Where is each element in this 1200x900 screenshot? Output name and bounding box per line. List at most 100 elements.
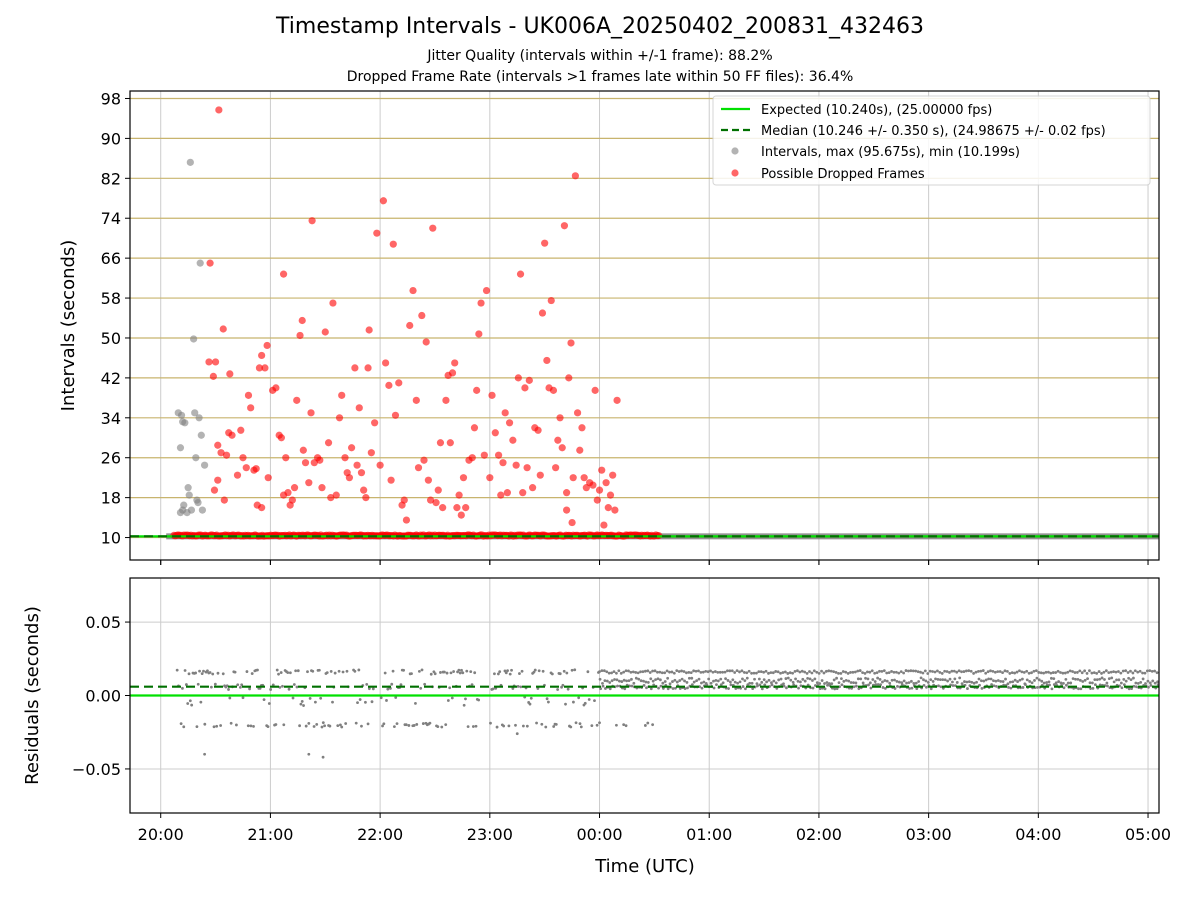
residual-point	[885, 671, 889, 675]
residual-point	[267, 702, 271, 705]
residual-point	[423, 682, 427, 686]
residual-point	[767, 671, 770, 675]
residual-point	[1040, 679, 1044, 683]
residual-point	[595, 723, 599, 727]
residual-point	[600, 669, 604, 673]
residual-point	[547, 700, 550, 704]
residual-point	[675, 680, 679, 684]
residual-point	[964, 669, 968, 673]
residual-point	[583, 701, 587, 705]
dropped-frame-point	[288, 496, 296, 504]
residuals-plot-area	[130, 668, 1159, 759]
residual-point	[969, 669, 973, 673]
residual-point	[1132, 676, 1135, 680]
residual-point	[460, 668, 463, 672]
residual-point	[544, 725, 548, 729]
residual-point	[771, 671, 775, 675]
residual-point	[719, 683, 723, 687]
residual-point	[733, 671, 737, 674]
residual-point	[797, 686, 800, 690]
residual-point	[649, 687, 653, 691]
dropped-frame-point	[409, 286, 417, 295]
residual-point	[598, 670, 601, 673]
dropped-frame-point	[480, 451, 488, 459]
residual-point	[208, 671, 212, 674]
dropped-frame-point	[387, 476, 395, 484]
residual-point	[663, 680, 667, 683]
residual-point	[236, 683, 240, 687]
residual-point	[642, 679, 645, 683]
residual-point	[755, 682, 759, 686]
residual-point	[407, 724, 411, 727]
interval-point	[200, 461, 209, 469]
dropped-frame-point	[424, 476, 432, 484]
residual-point	[905, 681, 908, 685]
residual-point	[608, 687, 612, 691]
dropped-frame-point	[486, 474, 494, 482]
residual-point	[1147, 685, 1150, 689]
residual-point	[789, 678, 793, 682]
residual-point	[897, 680, 901, 684]
residual-point	[1086, 677, 1089, 681]
dropped-frame-point	[284, 489, 292, 497]
residual-point	[215, 724, 219, 728]
residual-point	[329, 670, 333, 673]
dropped-frame-point	[434, 486, 442, 494]
residual-point	[917, 680, 921, 683]
dropped-frame-point	[282, 454, 290, 462]
residual-point	[839, 671, 843, 675]
residual-point	[1027, 671, 1031, 675]
residual-point	[1039, 671, 1043, 675]
dropped-frame-point	[364, 364, 372, 372]
residual-point	[699, 670, 703, 674]
residual-point	[818, 682, 822, 685]
residual-point	[986, 670, 990, 674]
residual-point	[317, 668, 321, 672]
residual-point	[295, 685, 299, 689]
residual-point	[700, 681, 703, 685]
residual-point	[198, 669, 201, 673]
residual-point	[1054, 681, 1058, 685]
residual-point	[788, 671, 792, 675]
residual-point	[678, 679, 682, 682]
residual-point	[899, 670, 903, 674]
residual-point	[962, 670, 966, 673]
residual-point	[835, 676, 838, 680]
residual-point	[1136, 670, 1140, 674]
residual-point	[675, 669, 679, 673]
residual-point	[642, 684, 646, 687]
residual-point	[866, 670, 869, 674]
residual-point	[315, 722, 319, 726]
dropped-frame-point	[242, 464, 250, 472]
residual-point	[694, 669, 698, 673]
residual-point	[683, 679, 686, 683]
residual-point	[900, 681, 904, 685]
residual-point	[1092, 671, 1096, 675]
residual-point	[246, 724, 250, 728]
dropped-frame-point	[569, 474, 577, 482]
residual-point	[1107, 671, 1111, 675]
legend-entry: Possible Dropped Frames	[761, 167, 925, 182]
residual-point	[651, 669, 655, 673]
residual-point	[617, 669, 621, 673]
dropped-frame-point	[509, 436, 517, 444]
residual-point	[341, 670, 345, 674]
residual-point	[815, 670, 819, 674]
residual-point	[643, 724, 647, 727]
residual-point	[496, 672, 500, 676]
residual-point	[1025, 678, 1029, 682]
dropped-frame-point	[541, 239, 549, 247]
residual-point	[896, 684, 899, 688]
dropped-frame-point	[376, 461, 384, 469]
dropped-frame-point	[365, 326, 373, 334]
residual-point	[1077, 687, 1080, 691]
residual-point	[458, 671, 462, 675]
residual-point	[951, 684, 955, 687]
dropped-frame-point	[209, 372, 217, 380]
residual-point	[1064, 677, 1068, 681]
residual-point	[302, 704, 305, 707]
residual-point	[331, 700, 334, 704]
interval-point	[192, 454, 200, 462]
residual-point	[598, 677, 602, 681]
residual-point	[249, 724, 253, 728]
